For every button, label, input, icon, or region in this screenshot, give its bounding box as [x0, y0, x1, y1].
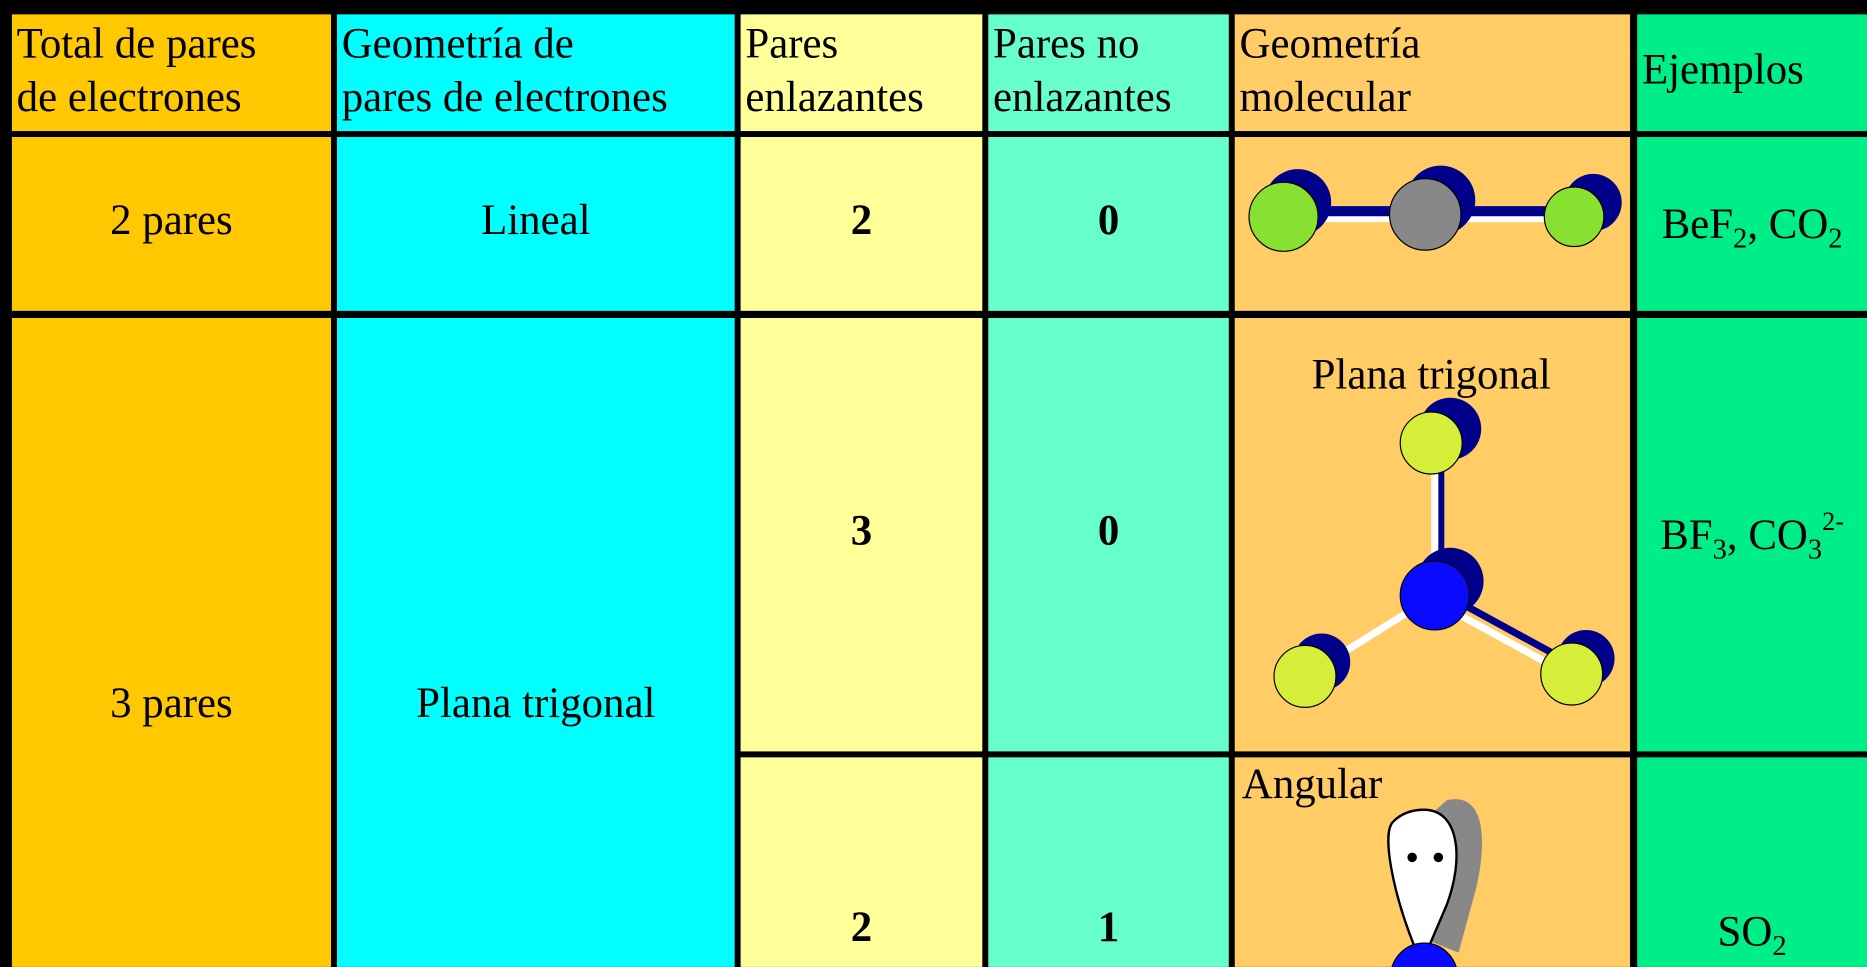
examples: BeF2, CO2	[1662, 201, 1843, 255]
cell-number: 1	[1098, 904, 1119, 951]
cell-number: 2	[851, 197, 872, 244]
header-text: Pares	[745, 21, 838, 68]
example-text: , CO	[1727, 512, 1808, 559]
header-text: Geometría	[1240, 21, 1421, 68]
atom	[1273, 644, 1337, 708]
atom	[1388, 178, 1462, 251]
cell-number: 0	[1098, 508, 1119, 555]
atom	[1399, 411, 1463, 475]
cell-text: Plana trigonal	[416, 680, 655, 727]
atom	[1543, 186, 1605, 248]
atom	[1391, 942, 1457, 967]
header-text: Total de pares	[17, 21, 257, 68]
cell	[1234, 14, 1631, 132]
header-text: enlazantes	[745, 74, 923, 121]
header-text: Ejemplos	[1642, 47, 1804, 94]
molecule-drawings	[1248, 165, 1622, 967]
cell-number: 3	[851, 508, 872, 555]
cell	[988, 317, 1229, 752]
cell	[740, 137, 983, 311]
cell	[336, 137, 735, 311]
example-sup: 2-	[1822, 507, 1844, 536]
electron	[1433, 852, 1444, 863]
cell	[1637, 317, 1867, 752]
cell	[1637, 757, 1867, 967]
cell	[11, 317, 332, 967]
header-text: pares de electrones	[342, 74, 668, 121]
example-text: BF	[1660, 512, 1712, 559]
example-text: BeF	[1662, 201, 1733, 248]
cell-number: 0	[1098, 197, 1119, 244]
examples: BF3, CO32-	[1660, 507, 1844, 566]
cell	[11, 14, 332, 132]
example-text: SO	[1718, 908, 1773, 955]
geometry-label: Angular	[1242, 761, 1382, 808]
cell	[988, 14, 1229, 132]
cell-text: 3 pares	[110, 680, 233, 727]
example-sub: 3	[1713, 535, 1727, 566]
atom	[1248, 181, 1319, 252]
cell	[1637, 14, 1867, 132]
cell	[740, 757, 983, 967]
texts: Total de pares de electrones Geometría de p…	[17, 21, 1844, 962]
cell-number: 2	[851, 904, 872, 951]
atom	[1540, 642, 1604, 706]
header-text: de electrones	[17, 74, 242, 121]
lone-pair	[1387, 808, 1458, 948]
cell	[740, 14, 983, 132]
example-sub: 2	[1772, 931, 1786, 962]
cell	[336, 317, 735, 967]
cell	[988, 757, 1229, 967]
cell	[988, 137, 1229, 311]
example-sub: 2	[1733, 224, 1747, 255]
cell	[740, 317, 983, 752]
example-sub: 2	[1828, 224, 1842, 255]
cell	[1637, 137, 1867, 311]
geometry-label: Plana trigonal	[1312, 352, 1551, 399]
atom	[1399, 560, 1470, 631]
header-text: molecular	[1240, 74, 1411, 121]
cell-text: 2 pares	[110, 197, 233, 244]
header-text: enlazantes	[993, 74, 1171, 121]
example-text: , CO	[1747, 201, 1828, 248]
cell	[336, 14, 735, 132]
cells	[11, 14, 1867, 967]
example-sub: 3	[1808, 535, 1822, 566]
examples: SO2	[1718, 908, 1787, 962]
header-text: Pares no	[993, 21, 1139, 68]
cell-text: Lineal	[481, 197, 591, 244]
electron	[1407, 852, 1417, 863]
cell	[11, 137, 332, 311]
header-text: Geometría de	[342, 21, 574, 68]
